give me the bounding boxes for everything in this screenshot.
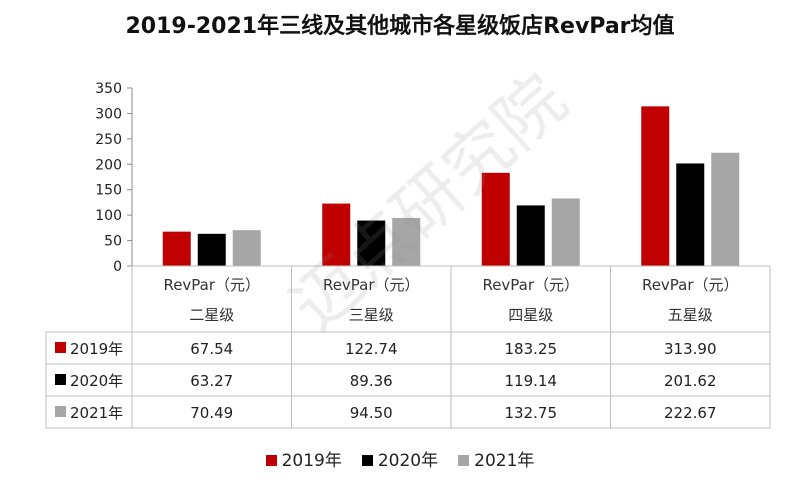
table-cell-value: 222.67 [664, 404, 717, 422]
table-cell-value: 94.50 [350, 404, 393, 422]
bar [676, 163, 705, 266]
y-tick-label: 0 [113, 259, 122, 275]
category-metric-label: RevPar（元） [163, 276, 260, 294]
table-cell-value: 89.36 [350, 372, 393, 390]
bar [197, 233, 226, 266]
bar [357, 220, 386, 266]
legend-item: 2020年 [361, 446, 439, 471]
y-tick-label: 350 [95, 81, 122, 97]
legend: 2019年 2020年 2021年 [0, 446, 800, 471]
table-cell-value: 183.25 [505, 340, 558, 358]
bar [711, 152, 740, 266]
bar [322, 203, 351, 266]
legend-label: 2019年 [281, 451, 342, 471]
table-cell-value: 67.54 [190, 340, 233, 358]
bar [516, 205, 545, 266]
series-row-label: 2019年 [70, 340, 123, 358]
category-metric-label: RevPar（元） [482, 276, 579, 294]
bar [481, 172, 510, 266]
legend-item: 2021年 [458, 446, 534, 471]
bar-chart: 0 50 100 150 200 250 300 350 RevPar（元） 二星级 RevPar（… [45, 81, 771, 429]
legend-swatch [265, 455, 277, 466]
legend-label: 2020年 [377, 451, 439, 471]
y-tick-label: 50 [104, 234, 122, 250]
legend-item: 2019年 [265, 446, 342, 471]
y-tick-label: 200 [95, 157, 122, 173]
series-swatch [55, 342, 66, 353]
table-cell-value: 122.74 [345, 340, 398, 358]
legend-swatch [361, 455, 373, 466]
table-cell-value: 313.90 [664, 340, 717, 358]
series-swatch [55, 374, 66, 385]
bar [232, 230, 261, 266]
series-row-label: 2020年 [70, 372, 123, 390]
table-cell-value: 63.27 [190, 372, 233, 390]
bar [162, 231, 191, 266]
table-cell-value: 201.62 [664, 372, 717, 390]
category-label: 四星级 [508, 306, 553, 324]
bar [641, 106, 670, 266]
category-metric-label: RevPar（元） [642, 276, 739, 294]
table-cell-value: 70.49 [190, 404, 233, 422]
category-label: 二星级 [189, 306, 234, 324]
series-row-label: 2021年 [70, 404, 123, 422]
bar [551, 198, 580, 266]
table-cell-value: 132.75 [505, 404, 558, 422]
series-swatch [55, 406, 66, 417]
y-tick-label: 150 [95, 183, 122, 199]
chart-title: 2019-2021年三线及其他城市各星级饭店RevPar均值 [125, 14, 675, 39]
category-label: 三星级 [349, 306, 394, 324]
bar [392, 217, 421, 266]
y-tick-label: 300 [95, 106, 122, 122]
category-label: 五星级 [668, 306, 713, 324]
category-metric-label: RevPar（元） [323, 276, 420, 294]
y-tick-label: 250 [95, 132, 122, 148]
legend-swatch [458, 455, 470, 466]
legend-label: 2021年 [474, 451, 535, 471]
y-tick-label: 100 [95, 208, 122, 224]
table-cell-value: 119.14 [505, 372, 558, 390]
